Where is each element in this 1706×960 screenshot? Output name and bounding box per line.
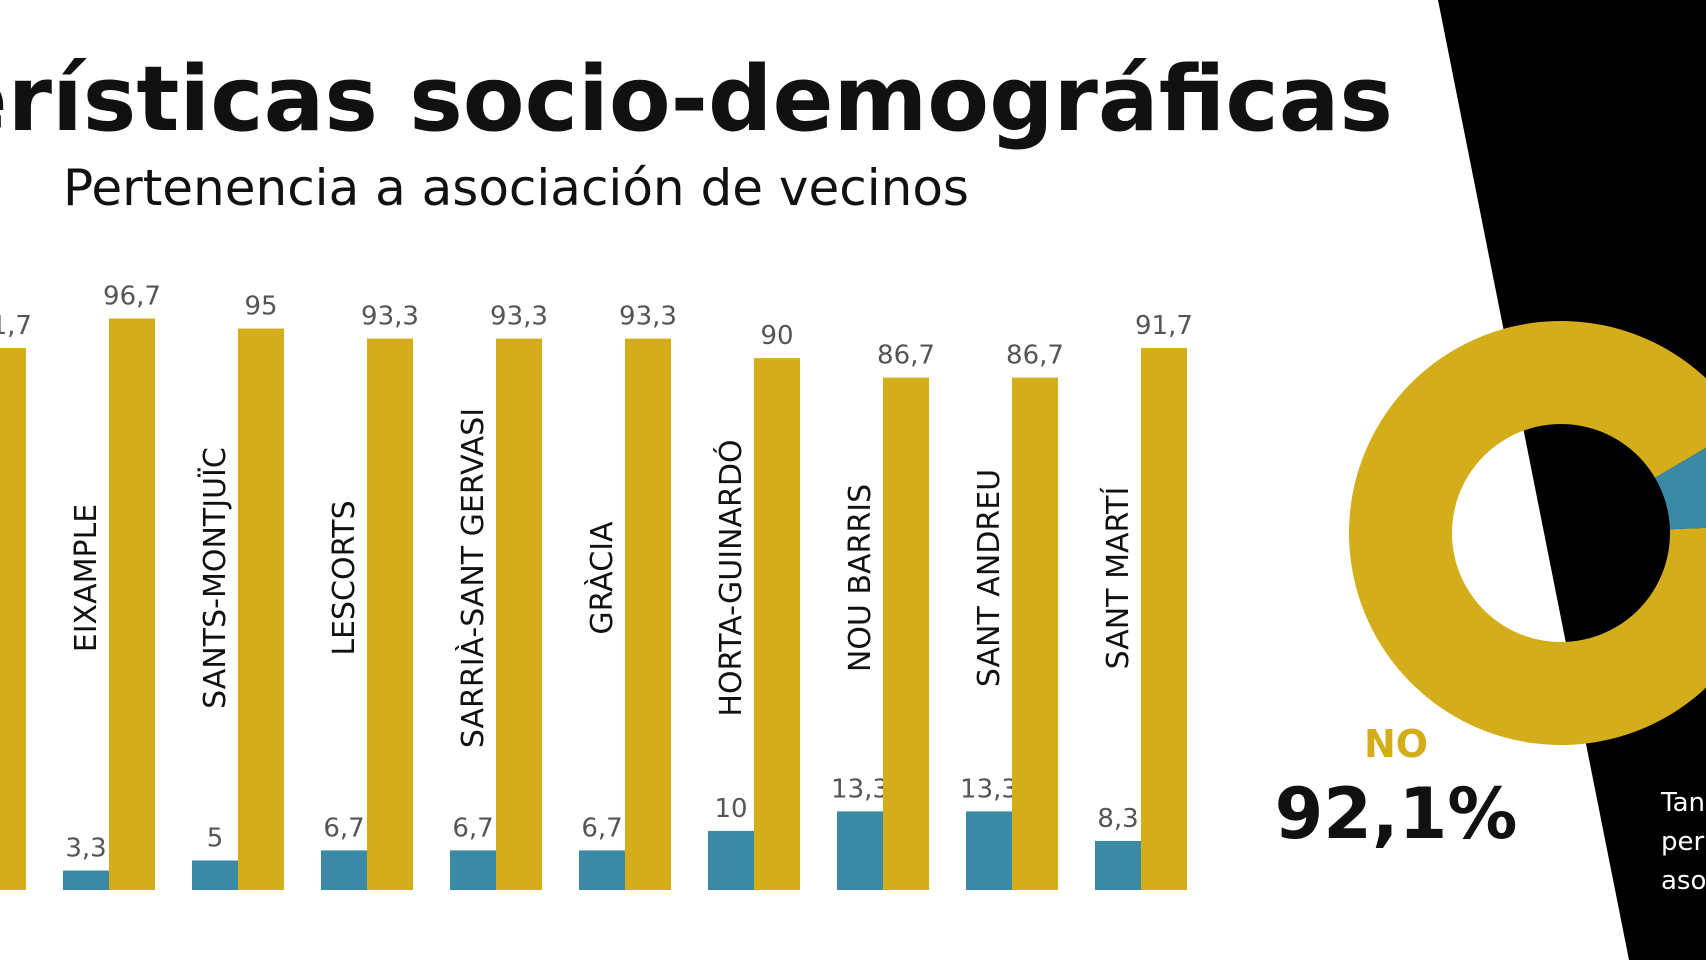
bar [966, 811, 1012, 890]
category-label: NOU BARRIS [843, 484, 878, 672]
value-label: 95 [244, 292, 277, 322]
segment-label: NO [1364, 722, 1428, 766]
bar [450, 850, 496, 890]
value-label: 13,3 [960, 774, 1018, 804]
value-label: 86,7 [1006, 341, 1064, 371]
bar [625, 338, 671, 890]
value-label: 90 [760, 321, 793, 351]
value-label: 5 [207, 823, 224, 853]
annotation: aso [1661, 866, 1706, 896]
value-label: 6,7 [452, 813, 493, 843]
category-label: SARRIÀ-SANT GERVASI [455, 408, 491, 748]
value-label: 3,3 [65, 833, 106, 863]
bar [496, 338, 542, 890]
bar [708, 830, 754, 890]
category-label: EIXAMPLE [69, 504, 104, 653]
bar [883, 377, 929, 890]
bar [1141, 348, 1187, 891]
donut-segment [1348, 321, 1706, 745]
value-label: 93,3 [361, 302, 419, 332]
segment-value: 92,1% [1275, 773, 1518, 855]
value-label: 96,7 [103, 282, 161, 312]
annotation: per [1661, 827, 1705, 857]
value-label: 10 [714, 794, 747, 824]
category-label: SANTS-MONTJUÏC [197, 447, 233, 709]
bar [192, 860, 238, 890]
chart-title: Características socio-demográficas [0, 47, 1393, 152]
category-label: HORTA-GUINARDÓ [712, 439, 749, 716]
value-label: 8,3 [1097, 804, 1138, 834]
category-label: SANT MARTÍ [1100, 487, 1136, 670]
value-label: 6,7 [581, 813, 622, 843]
value-label: 91,7 [1135, 311, 1193, 341]
bar [579, 850, 625, 890]
annotation: Tan [1660, 788, 1705, 818]
bar [109, 318, 155, 890]
bar [63, 870, 109, 890]
chart-subtitle: Pertenencia a asociación de vecinos [63, 159, 969, 217]
bar [1012, 377, 1058, 890]
value-label: 13,3 [831, 774, 889, 804]
bar [837, 811, 883, 890]
bar [238, 328, 284, 890]
bar [754, 358, 800, 891]
category-label: GRÀCIA [584, 521, 620, 635]
value-label: 86,7 [877, 341, 935, 371]
category-label: LESCORTS [327, 500, 362, 655]
value-label: 91,7 [0, 311, 32, 341]
value-label: 93,3 [619, 302, 677, 332]
category-label: SANT ANDREU [972, 469, 1007, 687]
bar [1095, 840, 1141, 890]
value-label: 93,3 [490, 302, 548, 332]
bar [0, 348, 26, 891]
bar [367, 338, 413, 890]
donut-segment [1654, 447, 1706, 530]
value-label: 6,7 [323, 813, 364, 843]
bar [321, 850, 367, 890]
